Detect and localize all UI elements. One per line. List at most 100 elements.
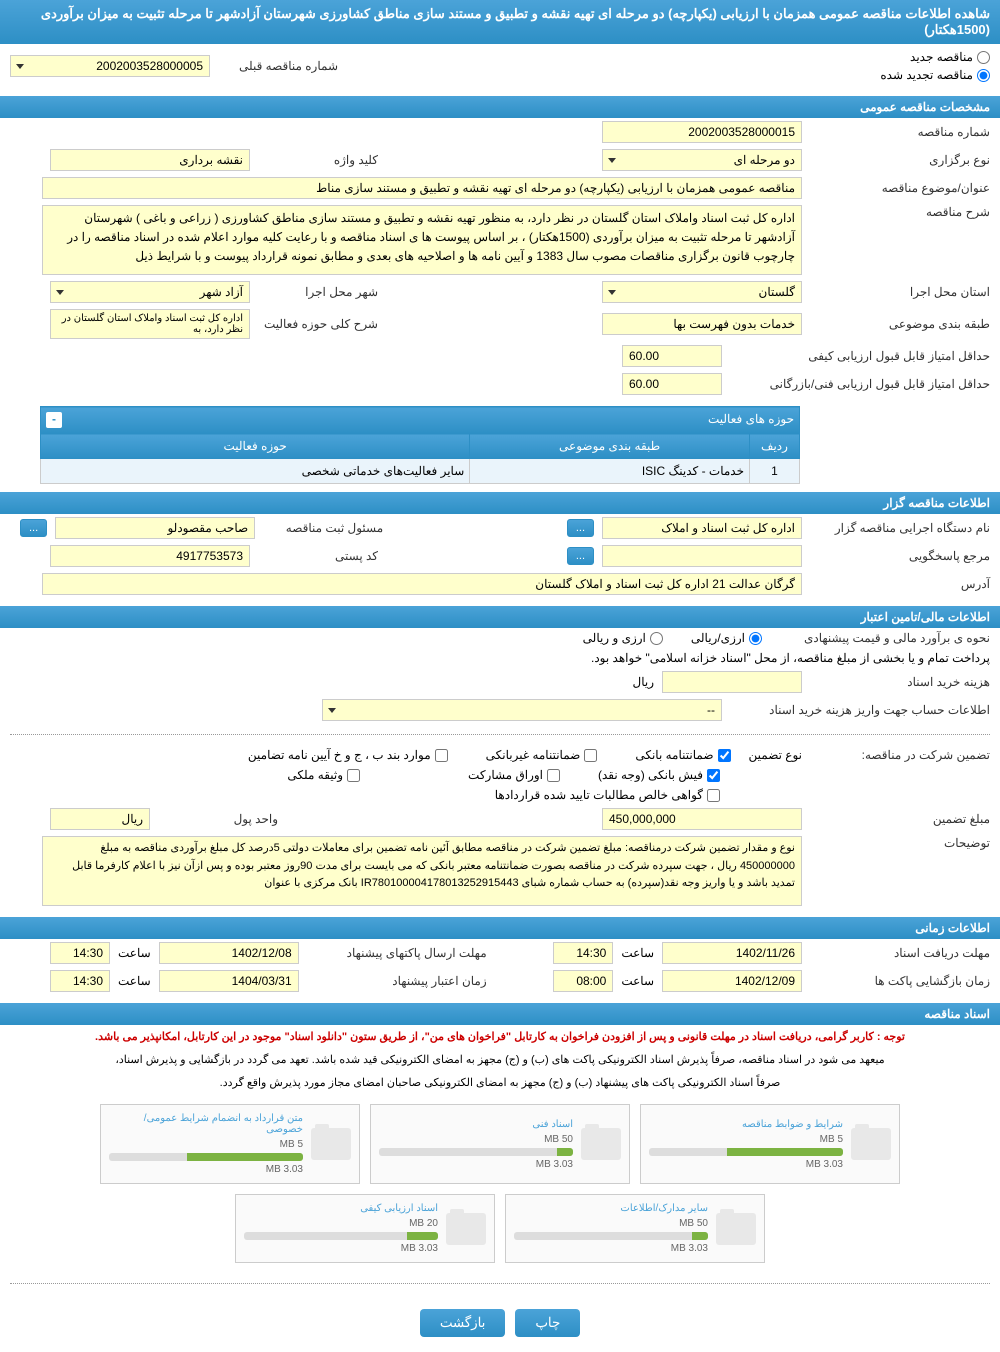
- category-label: طبقه بندی موضوعی: [810, 317, 990, 331]
- min-quality-label: حداقل امتیاز قابل قبول ارزیابی کیفی: [730, 349, 990, 363]
- type-dropdown-icon: [608, 158, 616, 163]
- city-field[interactable]: آزاد شهر: [50, 281, 250, 303]
- cell-category: خدمات - کدینگ ISIC: [470, 459, 750, 484]
- cell-scope: سایر فعالیت‌های خدماتی شخصی: [41, 459, 470, 484]
- open-date-field[interactable]: 1402/12/09: [662, 970, 802, 992]
- guarantee-label: تضمین شرکت در مناقصه:: [810, 748, 990, 762]
- type-label: نوع برگزاری: [810, 153, 990, 167]
- activity-table-title: حوزه های فعالیت: [708, 412, 794, 426]
- check-nonbank[interactable]: ضمانتنامه غیربانکی: [486, 748, 598, 762]
- contact-label: مرجع پاسخگویی: [810, 549, 990, 563]
- check-clauses-input[interactable]: [435, 749, 448, 762]
- submit-label: مهلت ارسال پاکتهای پیشنهاد: [307, 946, 487, 960]
- table-minimize-icon[interactable]: -: [46, 412, 62, 428]
- validity-date-field[interactable]: 1404/03/31: [159, 970, 299, 992]
- check-bank[interactable]: ضمانتنامه بانکی: [635, 748, 730, 762]
- prev-tender-field[interactable]: 2002003528000005: [10, 55, 210, 77]
- radio-renewed-label: مناقصه تجدید شده: [880, 68, 973, 82]
- document-box[interactable]: سایر مدارک/اطلاعات 50 MB 3.03 MB: [505, 1194, 765, 1263]
- postal-field[interactable]: 4917753573: [50, 545, 250, 567]
- doc-title: شرایط و ضوابط مناقصه: [649, 1119, 843, 1130]
- radio-new-tender[interactable]: مناقصه جدید: [880, 50, 990, 64]
- submit-time-field[interactable]: 14:30: [50, 942, 110, 964]
- prev-tender-dropdown-icon: [16, 64, 24, 69]
- receive-time-field[interactable]: 14:30: [553, 942, 613, 964]
- validity-time-field[interactable]: 14:30: [50, 970, 110, 992]
- contact-field[interactable]: [602, 545, 802, 567]
- check-clauses[interactable]: موارد بند ب ، ج و خ آیین نامه تضامین: [248, 748, 448, 762]
- check-nonbank-input[interactable]: [584, 749, 597, 762]
- desc-field[interactable]: اداره کل ثبت اسناد واملاک استان گلستان د…: [42, 205, 802, 275]
- min-tech-field[interactable]: 60.00: [622, 373, 722, 395]
- submit-date-field[interactable]: 1402/12/08: [159, 942, 299, 964]
- postal-label: کد پستی: [258, 549, 378, 563]
- radio-renewed-input[interactable]: [977, 69, 990, 82]
- receive-date-field[interactable]: 1402/11/26: [662, 942, 802, 964]
- document-box[interactable]: اسناد ارزیابی کیفی 20 MB 3.03 MB: [235, 1194, 495, 1263]
- col-category: طبقه بندی موضوعی: [470, 434, 750, 459]
- document-box[interactable]: متن قرارداد به انضمام شرایط عمومی/خصوصی …: [100, 1104, 360, 1184]
- doc-used: 3.03 MB: [806, 1159, 843, 1170]
- check-receivables-input[interactable]: [707, 789, 720, 802]
- subject-field[interactable]: مناقصه عمومی همزمان با ارزیابی (یکپارچه)…: [42, 177, 802, 199]
- type-field[interactable]: دو مرحله ای: [602, 149, 802, 171]
- org-info-header: اطلاعات مناقصه گزار: [0, 492, 1000, 514]
- doc-used: 3.03 MB: [671, 1243, 708, 1254]
- doc-total: 50 MB: [544, 1134, 573, 1145]
- folder-icon: [311, 1128, 351, 1160]
- documents-grid: شرایط و ضوابط مناقصه 5 MB 3.03 MB اسناد …: [0, 1094, 1000, 1273]
- radio-renewed-tender[interactable]: مناقصه تجدید شده: [880, 68, 990, 82]
- folder-icon: [446, 1213, 486, 1245]
- document-box[interactable]: شرایط و ضوابط مناقصه 5 MB 3.03 MB: [640, 1104, 900, 1184]
- radio-currency1[interactable]: ارزی/ریالی: [691, 631, 762, 645]
- open-time-field[interactable]: 08:00: [553, 970, 613, 992]
- radio-new-input[interactable]: [977, 51, 990, 64]
- check-nonbank-label: ضمانتنامه غیربانکی: [486, 748, 581, 762]
- back-button[interactable]: بازگشت: [420, 1309, 506, 1337]
- keyword-label: کلید واژه: [258, 153, 378, 167]
- subject-label: عنوان/موضوع مناقصه: [810, 181, 990, 195]
- check-cash-input[interactable]: [707, 769, 720, 782]
- check-property[interactable]: وثیقه ملکی: [287, 768, 360, 782]
- doc-progress: [379, 1148, 573, 1156]
- radio-currency2[interactable]: ارزی و ریالی: [583, 631, 663, 645]
- org-label: نام دستگاه اجرایی مناقصه گزار: [810, 521, 990, 535]
- check-bonds-input[interactable]: [547, 769, 560, 782]
- check-cash-label: فیش بانکی (وجه نقد): [598, 768, 703, 782]
- unit-field: ریال: [50, 808, 150, 830]
- check-cash[interactable]: فیش بانکی (وجه نقد): [598, 768, 720, 782]
- check-property-input[interactable]: [347, 769, 360, 782]
- radio-dual-input[interactable]: [650, 632, 663, 645]
- doc-progress: [109, 1153, 303, 1161]
- receive-time-label: ساعت: [621, 946, 654, 960]
- province-field[interactable]: گلستان: [602, 281, 802, 303]
- validity-time-label: ساعت: [118, 974, 151, 988]
- activity-table: حوزه های فعالیت- ردیف طبقه بندی موضوعی ح…: [40, 406, 800, 484]
- check-receivables[interactable]: گواهی خالص مطالبات تایید شده قراردادها: [495, 788, 720, 802]
- radio-rial-input[interactable]: [749, 632, 762, 645]
- address-field[interactable]: گرگان عدالت 21 اداره کل ثبت اسناد و املا…: [42, 573, 802, 595]
- contact-lookup-button[interactable]: ...: [567, 547, 594, 565]
- prev-tender-label: شماره مناقصه قبلی: [218, 59, 338, 73]
- amount-field[interactable]: 450,000,000: [602, 808, 802, 830]
- open-time-label: ساعت: [621, 974, 654, 988]
- account-field[interactable]: --: [322, 699, 722, 721]
- doc-notice-3: صرفاً اسناد الکترونیکی پاکت های پیشنهاد …: [0, 1071, 1000, 1094]
- min-quality-field[interactable]: 60.00: [622, 345, 722, 367]
- folder-icon: [581, 1128, 621, 1160]
- check-bonds[interactable]: اوراق مشارکت: [468, 768, 560, 782]
- tender-no-field: 2002003528000015: [602, 121, 802, 143]
- doc-fee-field[interactable]: [662, 671, 802, 693]
- radio-rial-label: ارزی/ریالی: [691, 631, 745, 645]
- org-lookup-button[interactable]: ...: [567, 519, 594, 537]
- print-button[interactable]: چاپ: [515, 1309, 580, 1337]
- col-scope: حوزه فعالیت: [41, 434, 470, 459]
- document-box[interactable]: اسناد فنی 50 MB 3.03 MB: [370, 1104, 630, 1184]
- fin-desc-field[interactable]: نوع و مقدار تضمین شرکت درمناقصه: مبلغ تض…: [42, 836, 802, 906]
- check-bank-input[interactable]: [718, 749, 731, 762]
- keyword-field[interactable]: نقشه برداری: [50, 149, 250, 171]
- reg-lookup-button[interactable]: ...: [20, 519, 47, 537]
- province-label: استان محل اجرا: [810, 285, 990, 299]
- doc-title: متن قرارداد به انضمام شرایط عمومی/خصوصی: [109, 1113, 303, 1135]
- doc-used: 3.03 MB: [266, 1164, 303, 1175]
